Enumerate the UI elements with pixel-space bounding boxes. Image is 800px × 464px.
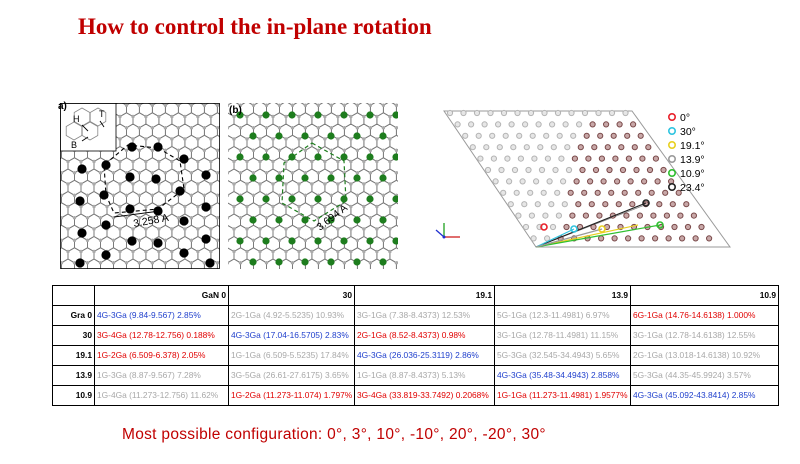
table-corner-cell	[52, 285, 95, 306]
table-cell: 6G-1Ga (14.76-14.6138) 1.000%	[630, 305, 779, 326]
column-header: GaN 0	[94, 285, 229, 306]
legend-13-9-marker	[668, 154, 677, 163]
row-header: 19.1	[52, 345, 95, 366]
table-cell: 3G-4Ga (33.819-33.7492) 0.2068%	[354, 385, 495, 406]
legend-23-4-marker	[668, 183, 677, 192]
table-row: 30 3G-4Ga (12.78-12.756) 0.188% 4G-3Ga (17…	[52, 325, 779, 346]
legend-10-9-marker	[668, 169, 677, 178]
rotation-legend: 0° 30° 19.1° 13.9° 10.9° 23.4°	[668, 112, 705, 194]
table-cell: 2G-1Ga (8.52-8.4373) 0.98%	[354, 325, 495, 346]
table-cell: 3G-1Ga (7.38-8.4373) 12.53%	[354, 305, 495, 326]
table-row: Gra 0 4G-3Ga (9.84-9.567) 2.85% 2G-1Ga (4.…	[52, 305, 779, 326]
column-header: 13.9	[494, 285, 631, 306]
table-cell: 3G-1Ga (12.78-14.6138) 12.55%	[630, 325, 779, 346]
table-cell: 1G-2Ga (11.273-11.074) 1.797%	[228, 385, 355, 406]
slide-title: How to control the in-plane rotation	[78, 14, 432, 39]
row-header: 10.9	[52, 385, 95, 406]
panel-a-frame	[60, 103, 220, 269]
lattice-figure-a: H B T 3.258 A a)	[58, 101, 220, 269]
table-cell: 1G-4Ga (11.273-12.756) 11.62%	[94, 385, 229, 406]
panel-label-b: (b)	[229, 105, 242, 116]
rotation-lattice-image: 0° 30° 19.1° 13.9° 10.9° 23.4°	[435, 109, 731, 248]
legend-19-1-label: 19.1°	[680, 140, 705, 152]
table-cell: 3G-5Ga (26.61-27.6175) 3.65%	[228, 365, 355, 386]
table-cell: 5G-1Ga (12.3-11.4981) 6.97%	[494, 305, 631, 326]
lattice-mismatch-table: GaN 0 30 19.1 13.9 10.9 Gra 0 4G-3Ga (9.8…	[52, 285, 779, 406]
rotation-lattice-diagram: 0° 30° 19.1° 13.9° 10.9° 23.4°	[432, 103, 772, 268]
table-cell: 5G-3Ga (44.35-45.9924) 3.57%	[630, 365, 779, 386]
inset-label-b: B	[71, 140, 77, 150]
legend-19-1-marker	[668, 140, 677, 149]
axis-triad	[435, 223, 460, 239]
row-header: Gra 0	[52, 305, 95, 326]
column-header: 19.1	[354, 285, 495, 306]
column-header: 10.9	[630, 285, 779, 306]
table-header-row: GaN 0 30 19.1 13.9 10.9	[52, 285, 779, 306]
legend-23-4-label: 23.4°	[680, 182, 705, 194]
table-row: 19.1 1G-2Ga (6.509-6.378) 2.05% 1G-1Ga (6.…	[52, 345, 779, 366]
table-cell: 5G-3Ga (32.545-34.4943) 5.65%	[494, 345, 631, 366]
table-cell: 1G-1Ga (6.509-5.5235) 17.84%	[228, 345, 355, 366]
table-cell: 3G-1Ga (12.78-11.4981) 11.15%	[494, 325, 631, 346]
table-cell: 4G-3Ga (17.04-16.5705) 2.83%	[228, 325, 355, 346]
table-cell: 4G-3Ga (45.092-43.8414) 2.85%	[630, 385, 779, 406]
table-cell: 4G-3Ga (9.84-9.567) 2.85%	[94, 305, 229, 326]
row-header: 13.9	[52, 365, 95, 386]
most-possible-configuration: Most possible configuration: 0°, 3°, 10°…	[122, 426, 546, 443]
legend-0-marker	[668, 113, 677, 122]
table-row: 13.9 1G-3Ga (8.87-9.567) 7.28% 3G-5Ga (26.…	[52, 365, 779, 386]
row-header: 30	[52, 325, 95, 346]
table-cell: 4G-3Ga (35.48-34.4943) 2.858%	[494, 365, 631, 386]
table-cell: 1G-1Ga (8.87-8.4373) 5.13%	[354, 365, 495, 386]
legend-10-9-label: 10.9°	[680, 168, 705, 180]
panel-label-a: a)	[58, 101, 67, 112]
table-cell: 3G-4Ga (12.78-12.756) 0.188%	[94, 325, 229, 346]
table-row: 10.9 1G-4Ga (11.273-12.756) 11.62% 1G-2Ga …	[52, 385, 779, 406]
lattice-figure-b: 3.694 A (b)	[228, 103, 398, 269]
table-cell: 2G-1Ga (13.018-14.6138) 10.92%	[630, 345, 779, 366]
table-cell: 4G-3Ga (26.036-25.3119) 2.86%	[354, 345, 495, 366]
distance-marker-a	[113, 210, 161, 218]
supercell-outline-a	[103, 144, 185, 214]
legend-30-label: 30°	[680, 126, 696, 138]
legend-13-9-label: 13.9°	[680, 154, 705, 166]
distance-label-a: 3.258 A	[132, 212, 169, 230]
lattice-b-image: 3.694 A	[228, 103, 398, 269]
lattice-a-image: H B T 3.258 A	[59, 102, 220, 269]
legend-30-marker	[668, 126, 677, 135]
inset-label-h: H	[73, 114, 80, 124]
supercell-outline-b	[281, 142, 347, 222]
inset-label-t: T	[99, 109, 105, 119]
table-cell: 1G-2Ga (6.509-6.378) 2.05%	[94, 345, 229, 366]
column-header: 30	[228, 285, 355, 306]
table-cell: 1G-1Ga (11.273-11.4981) 1.9577%	[494, 385, 631, 406]
table-cell: 2G-1Ga (4.92-5.5235) 10.93%	[228, 305, 355, 326]
legend-0-label: 0°	[680, 112, 690, 124]
inset-box	[59, 102, 117, 152]
table-cell: 1G-3Ga (8.87-9.567) 7.28%	[94, 365, 229, 386]
